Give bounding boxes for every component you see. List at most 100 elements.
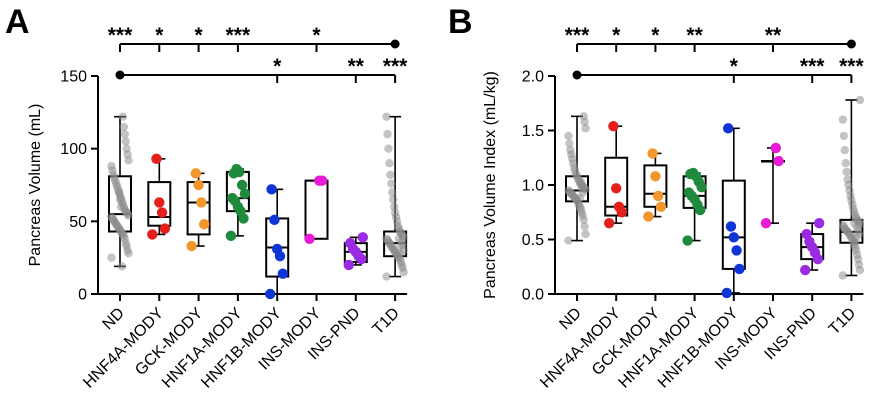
data-point [564,131,573,141]
x-tick-label: T1D [826,305,859,338]
y-tick-label: 0.5 [522,232,544,249]
data-point [760,217,772,229]
data-point [115,195,125,204]
data-point [611,183,622,194]
significance-stars: ** [765,24,782,47]
data-point [564,236,573,245]
data-point [107,161,116,171]
data-point [225,230,237,242]
y-tick-label: 100 [60,141,87,158]
y-tick-label: 2.0 [522,69,544,86]
data-point [277,268,288,279]
y-axis-title: Pancreas Volume (mL) [27,104,44,267]
data-point [265,288,276,300]
data-point [382,234,391,243]
data-point [159,223,171,234]
data-point [581,229,590,239]
data-point [385,159,394,168]
data-point [801,228,812,240]
data-point [384,144,393,153]
data-point [647,148,658,159]
data-point [721,287,732,299]
data-point [613,201,625,212]
significance-dot-top [846,39,856,49]
data-point [382,272,391,281]
box [604,156,629,217]
significance-stars: * [155,24,164,47]
significance-dot-lower [115,70,125,80]
data-point [387,179,396,188]
y-tick-label: 150 [60,69,87,86]
data-point [838,221,848,230]
data-point [186,240,197,252]
significance-stars: *** [800,55,825,78]
data-point [314,175,325,186]
data-point [199,219,210,230]
panel-letter: B [448,3,473,41]
data-point [685,168,696,180]
y-tick-label: 50 [69,214,87,231]
data-point [683,187,695,198]
data-point [773,155,784,167]
data-point [840,145,849,155]
panel-b: B 0.0 0.5 1.0 1.5 2.0 Pancreas Volume Index (m… [448,3,864,392]
data-point [119,122,128,132]
data-point [269,214,280,226]
significance-dot-lower [572,70,582,80]
data-point [122,144,131,153]
data-point [304,233,315,244]
data-point [655,201,667,212]
data-point [581,124,590,133]
data-point [389,195,398,204]
data-point [850,218,859,228]
data-point [770,142,781,154]
data-point [842,167,851,177]
data-point [120,129,129,139]
data-point [579,112,588,121]
data-point [682,235,693,246]
data-point [734,263,745,275]
data-point [382,112,391,121]
significance-stars: * [612,24,621,47]
x-tick-label: ND [99,305,127,333]
significance-stars: * [312,24,321,47]
data-point [239,188,251,199]
significance-stars: ** [348,55,365,78]
data-point [272,243,283,255]
significance-stars: *** [383,55,408,78]
category-t1d: T1D [826,95,865,338]
significance-stars: * [273,55,282,78]
x-tick-label: ND [556,305,584,333]
significance-stars: *** [839,55,864,78]
data-point [608,120,619,132]
data-point [577,184,586,193]
data-point [855,95,865,105]
data-point [345,237,356,249]
data-point [653,190,664,202]
data-point [154,197,165,208]
data-point [193,179,204,191]
data-point [343,259,354,271]
data-point [116,202,126,211]
y-tick-label: 1.5 [522,123,544,140]
data-point [266,184,277,195]
data-point [731,245,742,256]
data-point [723,123,734,134]
data-point [117,262,127,271]
data-point [394,234,404,243]
significance-stars: *** [565,24,590,47]
data-point [580,222,589,231]
data-point [838,271,848,280]
data-point [843,175,852,184]
data-point [114,188,124,197]
category-ins-pnd: INS-PND [761,217,825,363]
data-point [565,139,574,148]
data-point [121,137,130,146]
box [721,179,746,270]
data-point [118,112,128,121]
data-point [575,193,585,203]
box [643,164,668,208]
category-t1d: T1D [370,112,408,338]
y-tick-label: 0.0 [522,287,544,304]
